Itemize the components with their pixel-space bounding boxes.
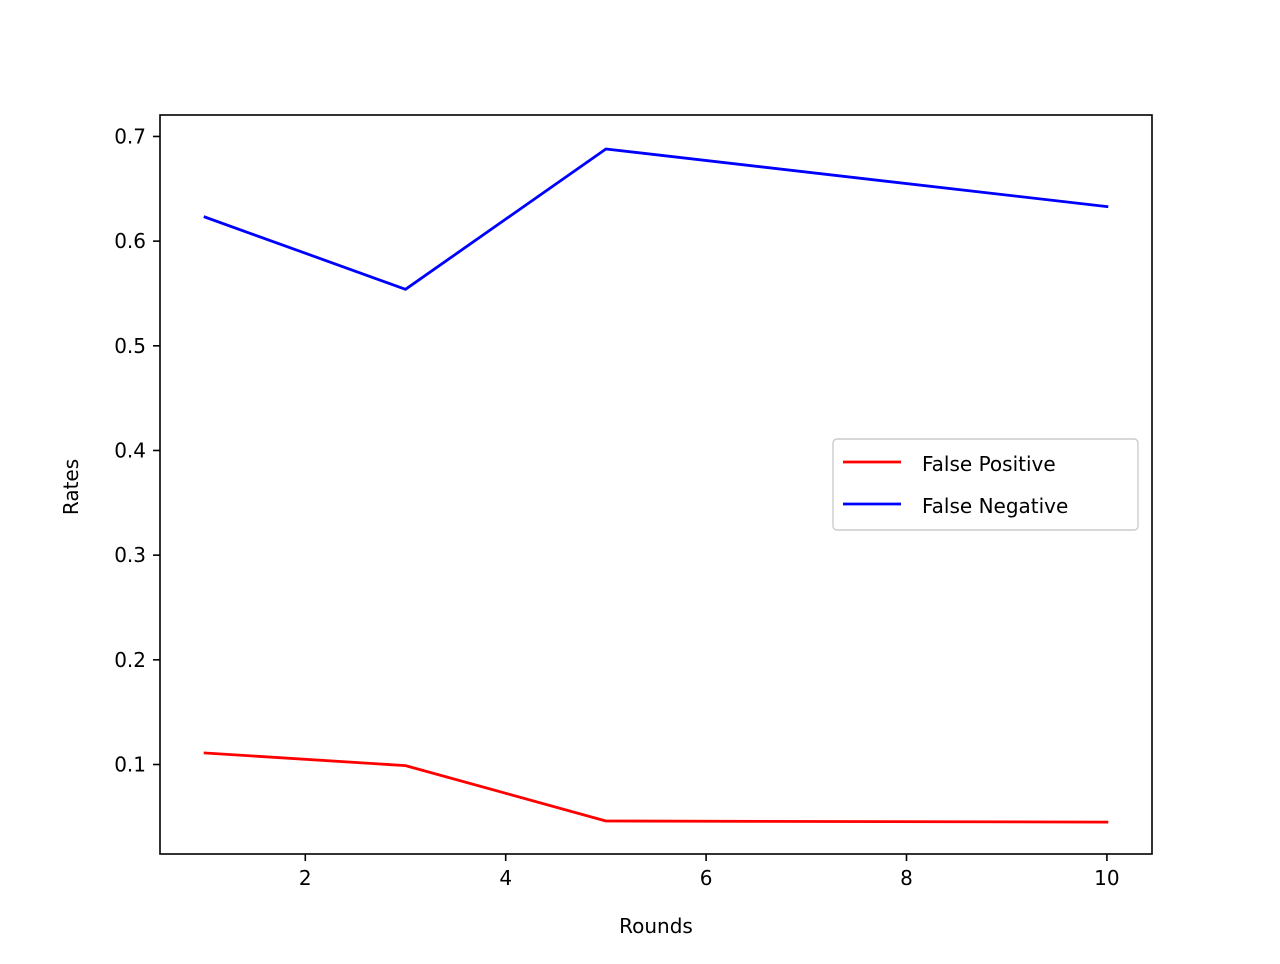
- y-tick-label: 0.4: [114, 438, 146, 462]
- y-axis: 0.1 0.2 0.3 0.4 0.5 0.6 0.7: [114, 124, 160, 777]
- plot-area: [203, 147, 1109, 824]
- x-axis-label: Rounds: [619, 914, 693, 938]
- y-tick-label: 0.1: [114, 753, 146, 777]
- series-line-false-positive: [203, 751, 1109, 824]
- x-tick-label: 6: [700, 866, 713, 890]
- x-tick-label: 10: [1094, 866, 1119, 890]
- y-tick-label: 0.2: [114, 648, 146, 672]
- y-tick-label: 0.6: [114, 229, 146, 253]
- axes-frame: [159, 114, 1153, 855]
- x-tick-label: 8: [900, 866, 913, 890]
- legend-label-false-positive: False Positive: [922, 452, 1056, 476]
- x-tick-label: 4: [499, 866, 512, 890]
- legend-label-false-negative: False Negative: [922, 494, 1068, 518]
- x-tick-label: 2: [299, 866, 312, 890]
- y-tick-label: 0.5: [114, 334, 146, 358]
- legend-box: [832, 438, 1139, 531]
- y-tick-label: 0.3: [114, 543, 146, 567]
- y-tick-label: 0.7: [114, 124, 146, 148]
- series-line-false-negative: [203, 147, 1109, 291]
- x-axis: 2 4 6 8 10: [299, 854, 1120, 890]
- legend: False Positive False Negative: [832, 438, 1139, 531]
- y-axis-label: Rates: [59, 459, 83, 515]
